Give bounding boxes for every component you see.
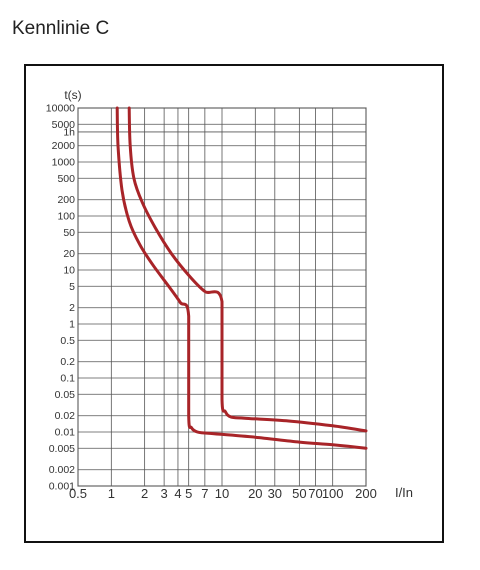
x-tick-label: 7: [201, 486, 208, 501]
y-tick-label: 0.002: [49, 464, 75, 476]
x-tick-label: 200: [355, 486, 377, 501]
x-tick-label: 20: [248, 486, 262, 501]
y-tick-label: 0.5: [60, 335, 75, 347]
y-tick-label: 0.005: [49, 443, 75, 455]
y-tick-label: 50: [63, 227, 75, 239]
x-tick-label: 10: [215, 486, 229, 501]
y-tick-label: 100: [57, 211, 75, 223]
y-tick-label: 1000: [52, 157, 76, 169]
x-tick-label: 100: [322, 486, 344, 501]
y-tick-label: 10000: [46, 103, 75, 115]
y-tick-label: 0.05: [55, 389, 76, 401]
y-tick-label: 5000: [52, 119, 76, 131]
x-tick-label: 30: [268, 486, 282, 501]
x-tick-label: 3: [161, 486, 168, 501]
y-tick-label: 200: [57, 194, 75, 206]
y-tick-label: 0.02: [55, 410, 76, 422]
y-tick-label: 2: [69, 302, 75, 314]
x-tick-label: 5: [185, 486, 192, 501]
x-tick-label: 70: [308, 486, 322, 501]
x-tick-label: 0.5: [69, 486, 87, 501]
y-tick-label: 0.1: [60, 373, 75, 385]
chart-frame: [24, 64, 444, 543]
y-tick-label: 5: [69, 281, 75, 293]
y-tick-label: 1: [69, 319, 75, 331]
x-tick-label: 2: [141, 486, 148, 501]
y-axis-label: t(s): [64, 88, 81, 102]
x-tick-label: 50: [292, 486, 306, 501]
y-tick-label: 0.01: [55, 427, 76, 439]
y-tick-label: 500: [57, 173, 75, 185]
page-title: Kennlinie C: [12, 18, 110, 39]
curve-series: [115, 106, 368, 450]
y-tick-label: 2000: [52, 140, 76, 152]
tick-labels: 0.5 1 2 3 4 5 7 10 20 30 50 70 100 2001000050001h2000…: [46, 103, 377, 502]
x-tick-label: 1: [108, 486, 115, 501]
x-tick-label: 4: [174, 486, 181, 501]
y-tick-label: 10: [63, 265, 75, 277]
x-axis-label: I/In: [395, 485, 413, 500]
tripping-curve-lower: [115, 106, 368, 450]
y-tick-label: 20: [63, 248, 75, 260]
y-tick-label: 0.001: [49, 481, 75, 493]
tripping-curve-upper: [127, 106, 368, 433]
y-tick-label: 1h: [63, 126, 75, 138]
y-tick-label: 0.2: [60, 356, 75, 368]
